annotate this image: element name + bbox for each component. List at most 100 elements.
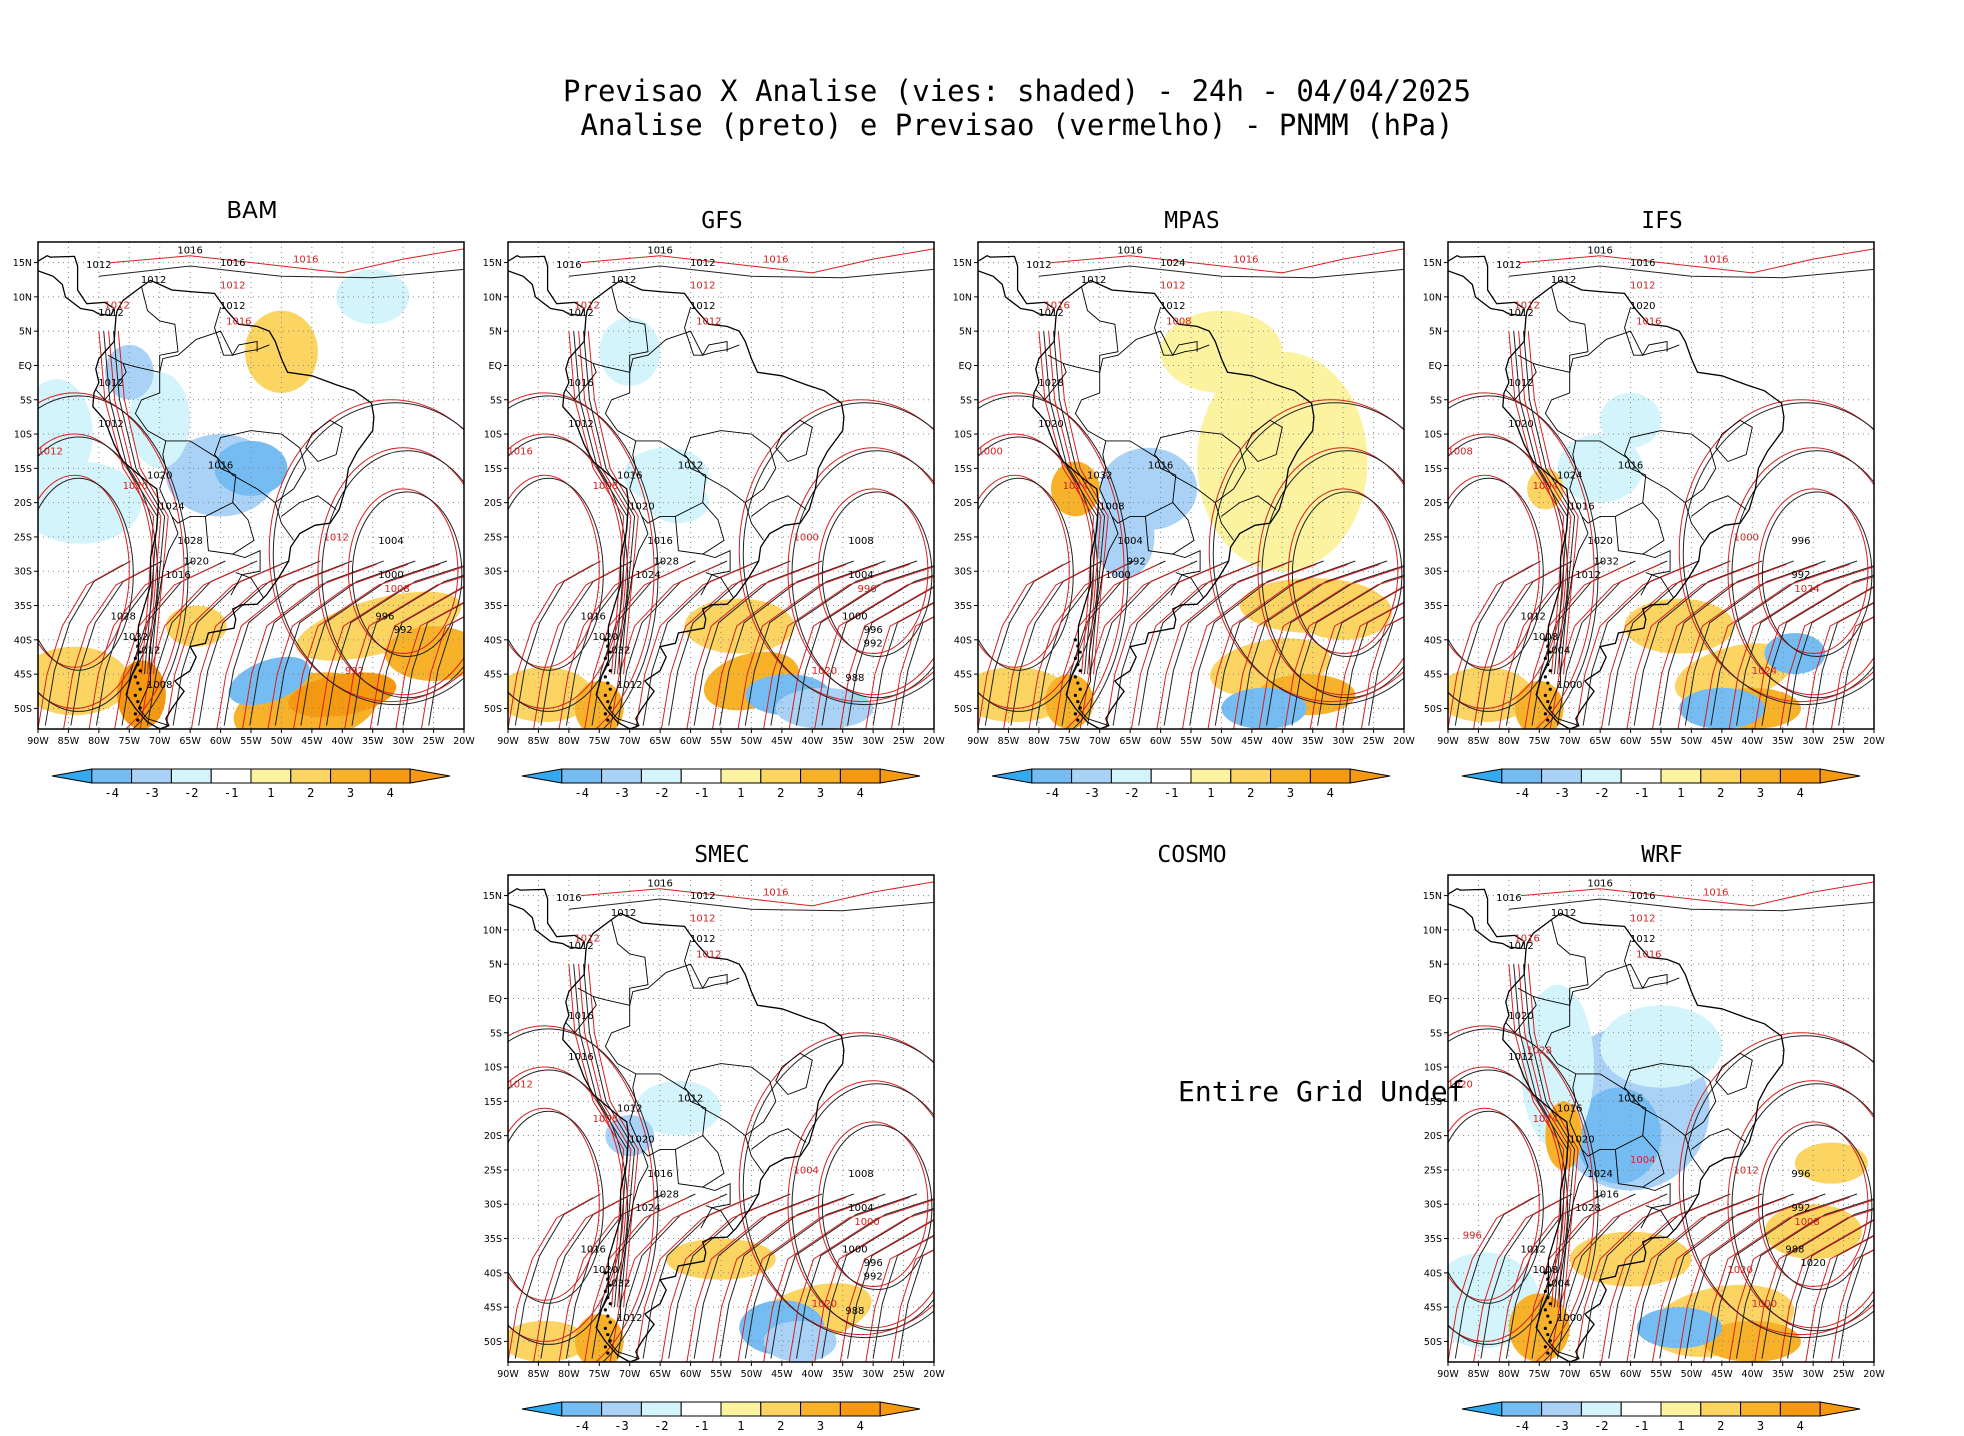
title-block: Previsao X Analise (vies: shaded) - 24h … <box>0 74 1964 142</box>
contour-label-forecast: 1024 <box>1533 1114 1558 1125</box>
analysis-isobar <box>872 1235 934 1359</box>
country-border <box>1099 440 1177 524</box>
lat-tick-label: 30S <box>484 1200 502 1211</box>
island-dot <box>1546 1332 1550 1337</box>
lon-tick-label: 75W <box>1529 736 1551 747</box>
contour-label-analysis: 1020 <box>593 1265 618 1276</box>
panel-title-smec: SMEC <box>694 842 750 868</box>
forecast-isobar <box>817 488 929 655</box>
contour-label-analysis: 992 <box>1127 556 1146 567</box>
colorbar-label: 1 <box>267 786 274 800</box>
colorbar-label: -1 <box>1634 1419 1648 1433</box>
contour-label-analysis: 1012 <box>1508 378 1533 389</box>
country-border <box>159 440 237 524</box>
forecast-isobar <box>1258 566 1404 729</box>
colorbar-label: -4 <box>574 1419 588 1433</box>
analysis-isobar <box>508 1110 604 1304</box>
contour-labels: 1016101210121012101210241028102010161032… <box>977 246 1258 581</box>
contour-label-analysis: 1016 <box>556 893 581 904</box>
contour-label-analysis: 996 <box>864 625 883 636</box>
lon-tick-label: 35W <box>1302 736 1324 747</box>
lon-tick-label: 35W <box>362 736 384 747</box>
analysis-isobar <box>1189 560 1324 726</box>
title-line-2: Analise (preto) e Previsao (vermelho) - … <box>580 108 1454 142</box>
forecast-isobar <box>1830 616 1874 729</box>
forecast-isobar <box>117 331 169 675</box>
lon-tick-label: 50W <box>1681 736 1703 747</box>
forecast-isobar <box>1309 585 1404 729</box>
lat-tick-label: 10S <box>954 430 972 441</box>
contour-label-analysis: 1016 <box>1587 246 1612 257</box>
colorbar-arrow-right <box>1349 768 1391 784</box>
forecast-isobar <box>763 563 910 729</box>
island-dot <box>1548 1302 1552 1306</box>
forecast-isobar <box>1057 331 1109 675</box>
lat-tick-label: 5N <box>959 327 972 338</box>
analysis-isobar <box>1812 602 1874 726</box>
lat-tick-label: 5S <box>20 395 32 406</box>
forecast-isobar <box>268 399 464 703</box>
colorbar-label: 4 <box>857 786 864 800</box>
colorbar-arrow-right <box>1819 1401 1861 1417</box>
contour-label-forecast: 1016 <box>763 255 788 266</box>
island-dot <box>1548 706 1552 710</box>
contour-label-analysis: 1016 <box>1148 460 1173 471</box>
lat-tick-label: 30S <box>1424 1200 1442 1211</box>
forecast-isobar <box>609 1196 721 1362</box>
country-border <box>751 1128 807 1150</box>
lon-tick-label: 35W <box>832 1369 854 1380</box>
contour-label-forecast: 1016 <box>1703 888 1728 899</box>
forecast-isobar <box>788 566 934 729</box>
contour-label-forecast: 1000 <box>977 447 1002 458</box>
country-border <box>1715 1052 1753 1096</box>
contour-label-forecast: 1016 <box>1636 316 1661 327</box>
lon-tick-label: 85W <box>1468 1369 1490 1380</box>
country-border <box>1154 307 1198 356</box>
analysis-isobar <box>1761 491 1873 658</box>
colorbar-label: -3 <box>1084 786 1098 800</box>
colorbar-swatch <box>561 768 603 784</box>
country-border <box>1645 572 1674 598</box>
lon-tick-label: 90W <box>967 736 989 747</box>
colorbar-swatch <box>601 768 642 784</box>
contour-label-forecast: 996 <box>1463 1231 1482 1242</box>
island-dot <box>603 675 607 679</box>
forecast-isobar <box>1448 1025 1595 1362</box>
analysis-isobar <box>978 477 1074 671</box>
lat-tick-label: 50S <box>14 704 32 715</box>
country-border <box>674 1135 725 1188</box>
contour-label-analysis: 992 <box>864 639 883 650</box>
colorbar-swatch <box>720 1401 762 1417</box>
contour-label-analysis: 1008 <box>147 680 172 691</box>
lon-tick-label: 40W <box>332 736 354 747</box>
colorbar-swatch <box>1541 768 1582 784</box>
island-dot <box>1546 1295 1550 1300</box>
colorbar-swatch <box>1700 1401 1742 1417</box>
forecast-isobar <box>38 563 124 729</box>
forecast-isobar <box>1287 488 1399 655</box>
contour-label-analysis: 1000 <box>1557 1313 1582 1324</box>
analysis-isobar <box>573 964 628 1308</box>
lon-tick-label: 55W <box>1180 736 1202 747</box>
island-dot <box>1546 1277 1550 1281</box>
analysis-isobar <box>1508 265 1874 279</box>
country-border <box>1691 1128 1747 1150</box>
bias-shade <box>1557 434 1643 503</box>
contour-label-forecast: 1012 <box>37 447 62 458</box>
island-dot <box>603 1289 607 1293</box>
contour-label-analysis: 1012 <box>1026 260 1051 271</box>
lat-tick-label: 45S <box>14 670 32 681</box>
country-border <box>700 550 731 596</box>
country-border <box>1614 1135 1665 1188</box>
country-border <box>1547 1149 1589 1360</box>
analysis-isobar <box>508 477 604 671</box>
contour-label-forecast: 1000 <box>793 532 818 543</box>
lon-tick-label: 40W <box>1742 736 1764 747</box>
lon-tick-label: 70W <box>149 736 171 747</box>
lon-tick-label: 25W <box>1833 736 1855 747</box>
coastline-south-america <box>92 279 375 729</box>
bias-shade <box>1221 687 1307 729</box>
lon-tick-label: 40W <box>802 736 824 747</box>
colorbar-swatch <box>1620 1401 1662 1417</box>
contour-label-analysis: 992 <box>394 625 413 636</box>
